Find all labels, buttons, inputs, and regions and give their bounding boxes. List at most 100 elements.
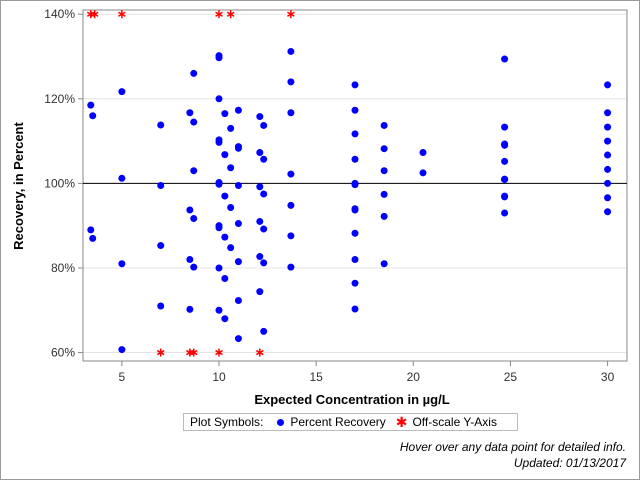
data-point[interactable] (260, 121, 268, 129)
offscale-point[interactable] (287, 10, 295, 19)
data-point[interactable] (221, 110, 229, 118)
offscale-point[interactable] (189, 348, 198, 357)
data-point[interactable] (501, 157, 509, 165)
data-point[interactable] (221, 151, 229, 159)
data-point[interactable] (380, 121, 388, 129)
data-point[interactable] (287, 263, 295, 271)
data-point[interactable] (186, 256, 194, 264)
data-point[interactable] (157, 121, 165, 129)
data-point[interactable] (351, 256, 359, 264)
data-point[interactable] (190, 263, 198, 271)
data-point[interactable] (118, 174, 126, 182)
data-point[interactable] (287, 232, 295, 240)
data-point[interactable] (351, 206, 359, 214)
data-point[interactable] (190, 167, 198, 175)
offscale-point[interactable] (118, 10, 126, 19)
data-point[interactable] (351, 305, 359, 313)
data-point[interactable] (215, 224, 223, 232)
data-point[interactable] (287, 47, 295, 55)
data-point[interactable] (227, 164, 235, 172)
data-point[interactable] (256, 183, 264, 191)
data-point[interactable] (380, 212, 388, 220)
data-point[interactable] (87, 226, 95, 234)
data-point[interactable] (604, 151, 612, 159)
data-point[interactable] (157, 302, 165, 310)
data-point[interactable] (186, 206, 194, 214)
data-point[interactable] (260, 259, 268, 267)
data-point[interactable] (221, 275, 229, 283)
data-point[interactable] (256, 113, 264, 121)
offscale-point[interactable] (215, 348, 223, 357)
data-point[interactable] (604, 165, 612, 173)
data-point[interactable] (351, 106, 359, 114)
data-point[interactable] (215, 264, 223, 272)
data-point[interactable] (287, 170, 295, 178)
offscale-point[interactable] (90, 10, 99, 19)
data-point[interactable] (260, 225, 268, 233)
data-point[interactable] (227, 244, 235, 252)
data-point[interactable] (118, 346, 126, 354)
data-point[interactable] (256, 149, 264, 157)
data-point[interactable] (234, 144, 242, 152)
data-point[interactable] (351, 279, 359, 287)
data-point[interactable] (89, 234, 97, 242)
data-point[interactable] (260, 327, 268, 335)
data-point[interactable] (190, 214, 198, 222)
data-point[interactable] (419, 149, 427, 157)
data-point[interactable] (604, 137, 612, 145)
data-point[interactable] (260, 190, 268, 198)
data-point[interactable] (186, 305, 194, 313)
data-point[interactable] (501, 123, 509, 131)
data-point[interactable] (157, 242, 165, 250)
data-point[interactable] (380, 190, 388, 198)
data-point[interactable] (234, 182, 242, 189)
data-point[interactable] (604, 208, 612, 216)
data-point[interactable] (351, 155, 359, 163)
data-point[interactable] (604, 179, 612, 187)
data-point[interactable] (287, 109, 295, 117)
data-point[interactable] (234, 258, 242, 266)
data-point[interactable] (287, 78, 295, 86)
data-point[interactable] (215, 180, 223, 188)
data-point[interactable] (227, 124, 235, 132)
data-point[interactable] (89, 112, 97, 120)
data-point[interactable] (351, 130, 359, 138)
data-point[interactable] (190, 118, 198, 126)
data-point[interactable] (380, 260, 388, 268)
data-point[interactable] (380, 167, 388, 175)
data-point[interactable] (351, 181, 359, 189)
data-point[interactable] (419, 169, 427, 177)
data-point[interactable] (215, 95, 223, 103)
data-point[interactable] (380, 145, 388, 153)
data-point[interactable] (501, 176, 509, 184)
data-point[interactable] (157, 182, 165, 189)
data-point[interactable] (287, 201, 295, 209)
data-point[interactable] (256, 217, 264, 225)
data-point[interactable] (215, 138, 223, 146)
data-point[interactable] (501, 141, 509, 149)
offscale-point[interactable] (215, 10, 223, 19)
data-point[interactable] (215, 54, 223, 62)
data-point[interactable] (501, 209, 509, 217)
data-point[interactable] (256, 253, 264, 261)
data-point[interactable] (221, 233, 229, 241)
data-point[interactable] (604, 123, 612, 131)
offscale-point[interactable] (156, 348, 165, 357)
data-point[interactable] (604, 109, 612, 117)
data-point[interactable] (256, 288, 264, 296)
data-point[interactable] (234, 220, 242, 228)
data-point[interactable] (215, 306, 223, 314)
data-point[interactable] (118, 88, 126, 96)
offscale-point[interactable] (255, 348, 264, 357)
data-point[interactable] (227, 203, 235, 211)
data-point[interactable] (604, 81, 612, 89)
data-point[interactable] (234, 297, 242, 305)
data-point[interactable] (260, 155, 268, 163)
data-point[interactable] (351, 229, 359, 237)
data-point[interactable] (604, 194, 612, 202)
data-point[interactable] (87, 101, 95, 109)
data-point[interactable] (351, 81, 359, 89)
data-point[interactable] (190, 69, 198, 77)
data-point[interactable] (221, 192, 229, 200)
data-point[interactable] (234, 106, 242, 114)
